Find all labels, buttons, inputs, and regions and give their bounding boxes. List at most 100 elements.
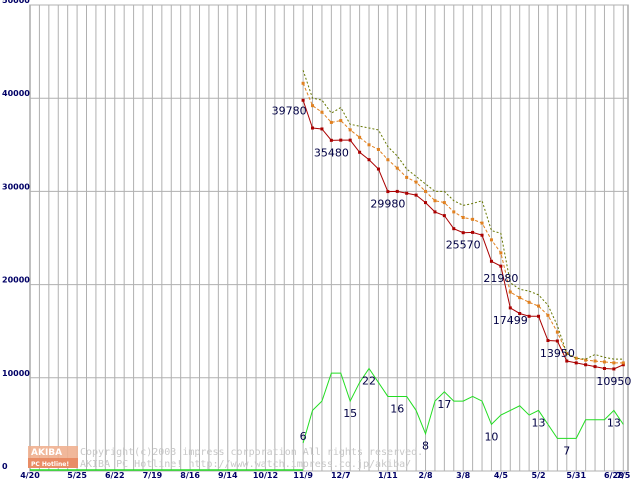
min-price-point — [461, 231, 465, 235]
copyright-text: Copyright(c)2003 impress corporation All… — [80, 447, 423, 458]
x-tick-label: 11/9 — [293, 471, 313, 480]
min-price-point — [499, 264, 503, 268]
y-tick-label: 30000 — [2, 182, 30, 191]
logo-text-bottom: PC Hotline! — [31, 461, 69, 468]
x-tick-label: 5/2 — [532, 471, 546, 480]
min-price-point — [433, 210, 437, 214]
avg-price-point — [471, 217, 475, 221]
y-tick-label: 20000 — [2, 276, 30, 285]
akiba-logo-band — [28, 458, 78, 468]
data-label: 8 — [422, 440, 429, 453]
avg-price-point — [518, 296, 522, 300]
min-price-point — [376, 167, 380, 171]
avg-price-point — [348, 128, 352, 132]
data-label: 21980 — [483, 272, 518, 285]
avg-price-point — [612, 361, 616, 365]
watermark: AKIBA PC Hotline! Copyright(c)2003 impre… — [28, 446, 423, 470]
data-label: 6 — [300, 430, 307, 443]
grid — [29, 4, 629, 472]
min-price-point — [311, 126, 315, 130]
data-label: 10950 — [596, 375, 631, 388]
avg-price-point — [442, 201, 446, 205]
data-label: 17499 — [493, 314, 528, 327]
series-layer — [30, 70, 625, 471]
min-price-point — [546, 339, 550, 343]
avg-price-point — [452, 210, 456, 214]
min-price-point — [574, 361, 578, 365]
min-price-point — [584, 363, 588, 367]
min-price-point — [320, 127, 324, 131]
x-tick-label: 12/7 — [331, 471, 351, 480]
avg-price-point — [537, 304, 541, 308]
min-price-point — [602, 366, 606, 370]
min-price-point — [527, 314, 531, 318]
x-tick-label: 7/19 — [143, 471, 163, 480]
avg-price-point — [593, 359, 597, 363]
data-label: 39780 — [272, 104, 307, 117]
avg-price-point — [311, 104, 315, 108]
min-price-point — [301, 98, 305, 102]
avg-price-point — [358, 135, 362, 139]
x-tick-label: 2/8 — [418, 471, 432, 480]
min-price-point — [537, 314, 541, 318]
min-price-point — [424, 201, 428, 205]
avg-price-point — [405, 175, 409, 179]
x-tick-label: 4/5 — [494, 471, 508, 480]
data-label: 10 — [484, 430, 498, 443]
avg-price-point — [527, 300, 531, 304]
avg-price-point — [499, 251, 503, 255]
min-price-point — [395, 189, 399, 193]
min-price-point — [348, 138, 352, 142]
x-tick-label: 4/20 — [20, 471, 40, 480]
avg-price-point — [555, 330, 559, 334]
shops-line — [302, 367, 624, 444]
avg-price-point — [602, 360, 606, 364]
min-price-point — [339, 138, 343, 142]
avg-price-point — [301, 81, 305, 85]
data-label: 29980 — [370, 198, 405, 211]
avg-price-point — [546, 313, 550, 317]
data-label: 25570 — [446, 239, 481, 252]
min-price-point — [405, 191, 409, 195]
min-price-point — [518, 311, 522, 315]
y-tick-label: 10000 — [2, 369, 30, 378]
avg-price-point — [461, 215, 465, 219]
avg-price-point — [395, 166, 399, 170]
min-price-point — [358, 150, 362, 154]
min-price-point — [593, 365, 597, 369]
data-label: 13 — [607, 416, 621, 429]
min-price-point — [367, 158, 371, 162]
avg-price-point — [489, 238, 493, 242]
min-price-point — [555, 339, 559, 343]
data-label: 7 — [563, 444, 570, 457]
avg-price-point — [329, 120, 333, 124]
min-price-point — [621, 363, 625, 367]
avg-price-point — [424, 189, 428, 193]
x-tick-label: 6/22 — [105, 471, 125, 480]
data-label: 15 — [343, 407, 357, 420]
data-label: 35480 — [314, 146, 349, 159]
avg-price-point — [414, 180, 418, 184]
avg-price-point — [367, 143, 371, 147]
x-tick-label: 9/14 — [218, 471, 238, 480]
data-labels: 39780 35480 29980 25570 21980 17499 13950 10950… — [272, 104, 632, 457]
avg-price-point — [320, 110, 324, 114]
min-price-point — [480, 233, 484, 237]
data-label: 13950 — [540, 347, 575, 360]
avg-price-point — [574, 356, 578, 360]
y-tick-label: 40000 — [2, 89, 30, 98]
min-price-point — [442, 214, 446, 218]
min-price-point — [452, 227, 456, 231]
avg-price-point — [508, 290, 512, 294]
data-label: 13 — [532, 416, 546, 429]
min-price-point — [471, 230, 475, 234]
avg-price-point — [386, 158, 390, 162]
x-tick-label: 10/12 — [253, 471, 278, 480]
data-label: 17 — [437, 398, 451, 411]
min-price-point — [489, 259, 493, 263]
y-axis: 0 10000 20000 30000 40000 50000 — [2, 0, 30, 471]
avg-price-point — [376, 147, 380, 151]
x-tick-label: 6/28 — [604, 471, 624, 480]
y-tick-label: 50000 — [2, 0, 30, 5]
